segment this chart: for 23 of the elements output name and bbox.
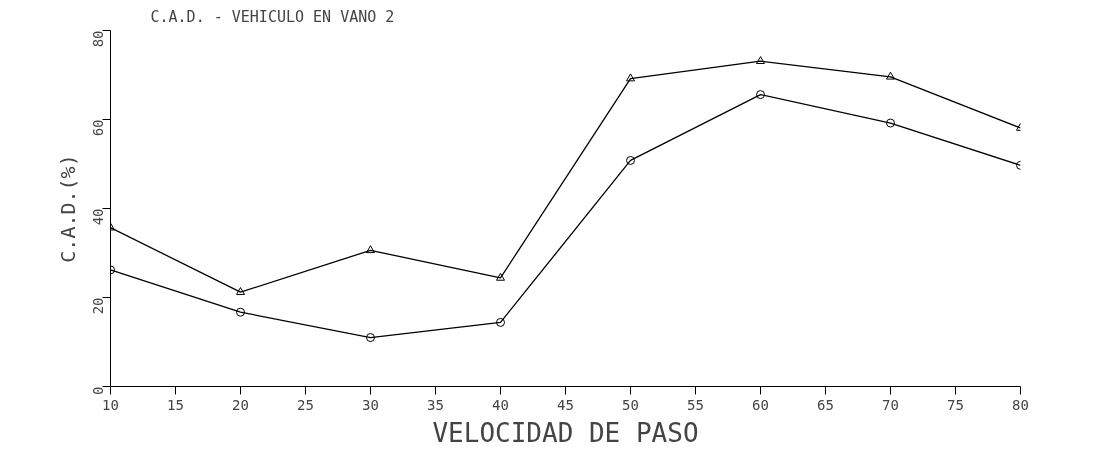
x-tick-label: 55 xyxy=(687,396,704,413)
y-tick-label: 80 xyxy=(89,30,106,48)
x-tick-label: 65 xyxy=(817,396,834,413)
chart-title: C.A.D. - VEHICULO EN VANO 2 xyxy=(150,7,395,26)
x-tick-label: 30 xyxy=(362,396,379,413)
x-tick-label: 50 xyxy=(622,396,639,413)
y-tick-label: 40 xyxy=(89,208,106,226)
x-tick-label: 60 xyxy=(752,396,769,413)
x-tick-label: 40 xyxy=(492,396,509,413)
x-tick-label: 45 xyxy=(557,396,574,413)
x-tick-label: 15 xyxy=(167,396,184,413)
x-tick-label: 10 xyxy=(102,396,119,413)
x-tick-label: 75 xyxy=(947,396,964,413)
y-tick-label: 0 xyxy=(89,386,106,395)
x-tick-label: 25 xyxy=(297,396,314,413)
x-tick-label: 80 xyxy=(1012,396,1029,413)
x-tick-label: 20 xyxy=(232,396,249,413)
x-tick-label: 70 xyxy=(882,396,899,413)
y-tick-label: 60 xyxy=(89,119,106,137)
x-tick-label: 35 xyxy=(427,396,444,413)
y-tick-label: 20 xyxy=(89,297,106,315)
y-axis-title: C.A.D.(%) xyxy=(55,154,80,263)
x-axis-title: VELOCIDAD DE PASO xyxy=(432,417,699,448)
